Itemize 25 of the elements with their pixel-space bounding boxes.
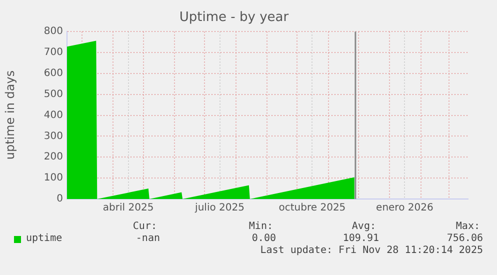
y-tick-label: 200 xyxy=(44,152,63,163)
text: 109.91 xyxy=(342,233,379,244)
y-tick-label: 300 xyxy=(44,130,63,142)
x-tick-label: octubre 2025 xyxy=(278,202,346,214)
text: Min: xyxy=(248,221,273,232)
text: Max: xyxy=(456,221,480,232)
y-tick-label: 700 xyxy=(44,47,63,58)
legend-label: uptime xyxy=(26,233,62,244)
text: 756.06 xyxy=(446,233,483,244)
text: Cur: xyxy=(132,221,157,232)
y-tick-label: 800 xyxy=(44,26,63,38)
y-tick-label: 500 xyxy=(44,88,63,100)
y-axis-title: uptime in days xyxy=(3,69,17,162)
x-tick-label: abril 2025 xyxy=(102,202,154,214)
chart-title: Uptime - by year xyxy=(179,10,290,26)
y-tick-label: 400 xyxy=(44,110,63,121)
text: 0.00 xyxy=(252,233,276,244)
y-tick-label: 0 xyxy=(56,194,63,205)
text: Last update: Fri Nov 28 11:20:14 2025 xyxy=(260,245,483,256)
x-tick-label: enero 2026 xyxy=(376,202,434,214)
x-tick-label: julio 2025 xyxy=(194,202,244,214)
text: Avg: xyxy=(352,221,376,232)
text: -nan xyxy=(136,233,160,244)
y-tick-label: 600 xyxy=(44,68,63,80)
y-tick-label: 100 xyxy=(44,172,63,184)
